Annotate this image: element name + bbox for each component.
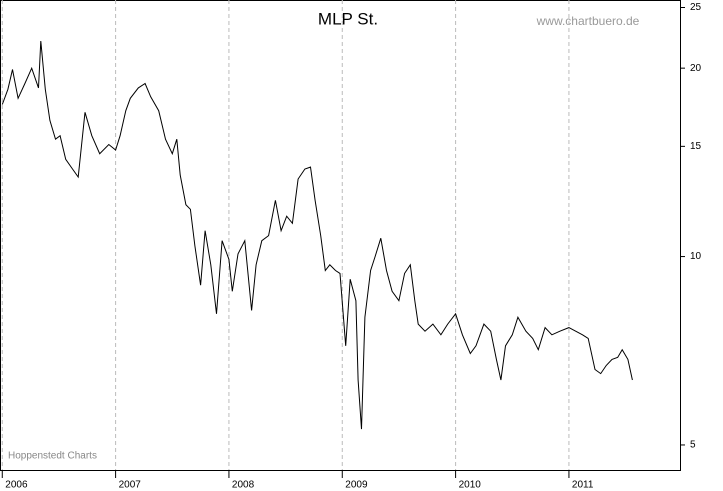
y-tick-label: 10 [690, 251, 702, 262]
y-tick-label: 15 [690, 141, 702, 152]
y-tick-label: 25 [690, 2, 702, 13]
x-tick-label: 2011 [572, 480, 594, 491]
plot-frame [0, 0, 681, 471]
y-tick-label: 20 [690, 63, 702, 74]
chart-title: MLP St. [318, 9, 378, 28]
price-line [1, 40, 633, 430]
x-tick-label: 2009 [345, 480, 368, 491]
x-tick-label: 2010 [459, 480, 482, 491]
x-tick-label: 2006 [5, 480, 28, 491]
credit-label: Hoppenstedt Charts [8, 451, 97, 462]
x-tick-label: 2008 [232, 480, 255, 491]
y-tick-label: 5 [690, 440, 696, 451]
source-label: www.chartbuero.de [536, 14, 640, 28]
x-tick-label: 2007 [119, 480, 142, 491]
